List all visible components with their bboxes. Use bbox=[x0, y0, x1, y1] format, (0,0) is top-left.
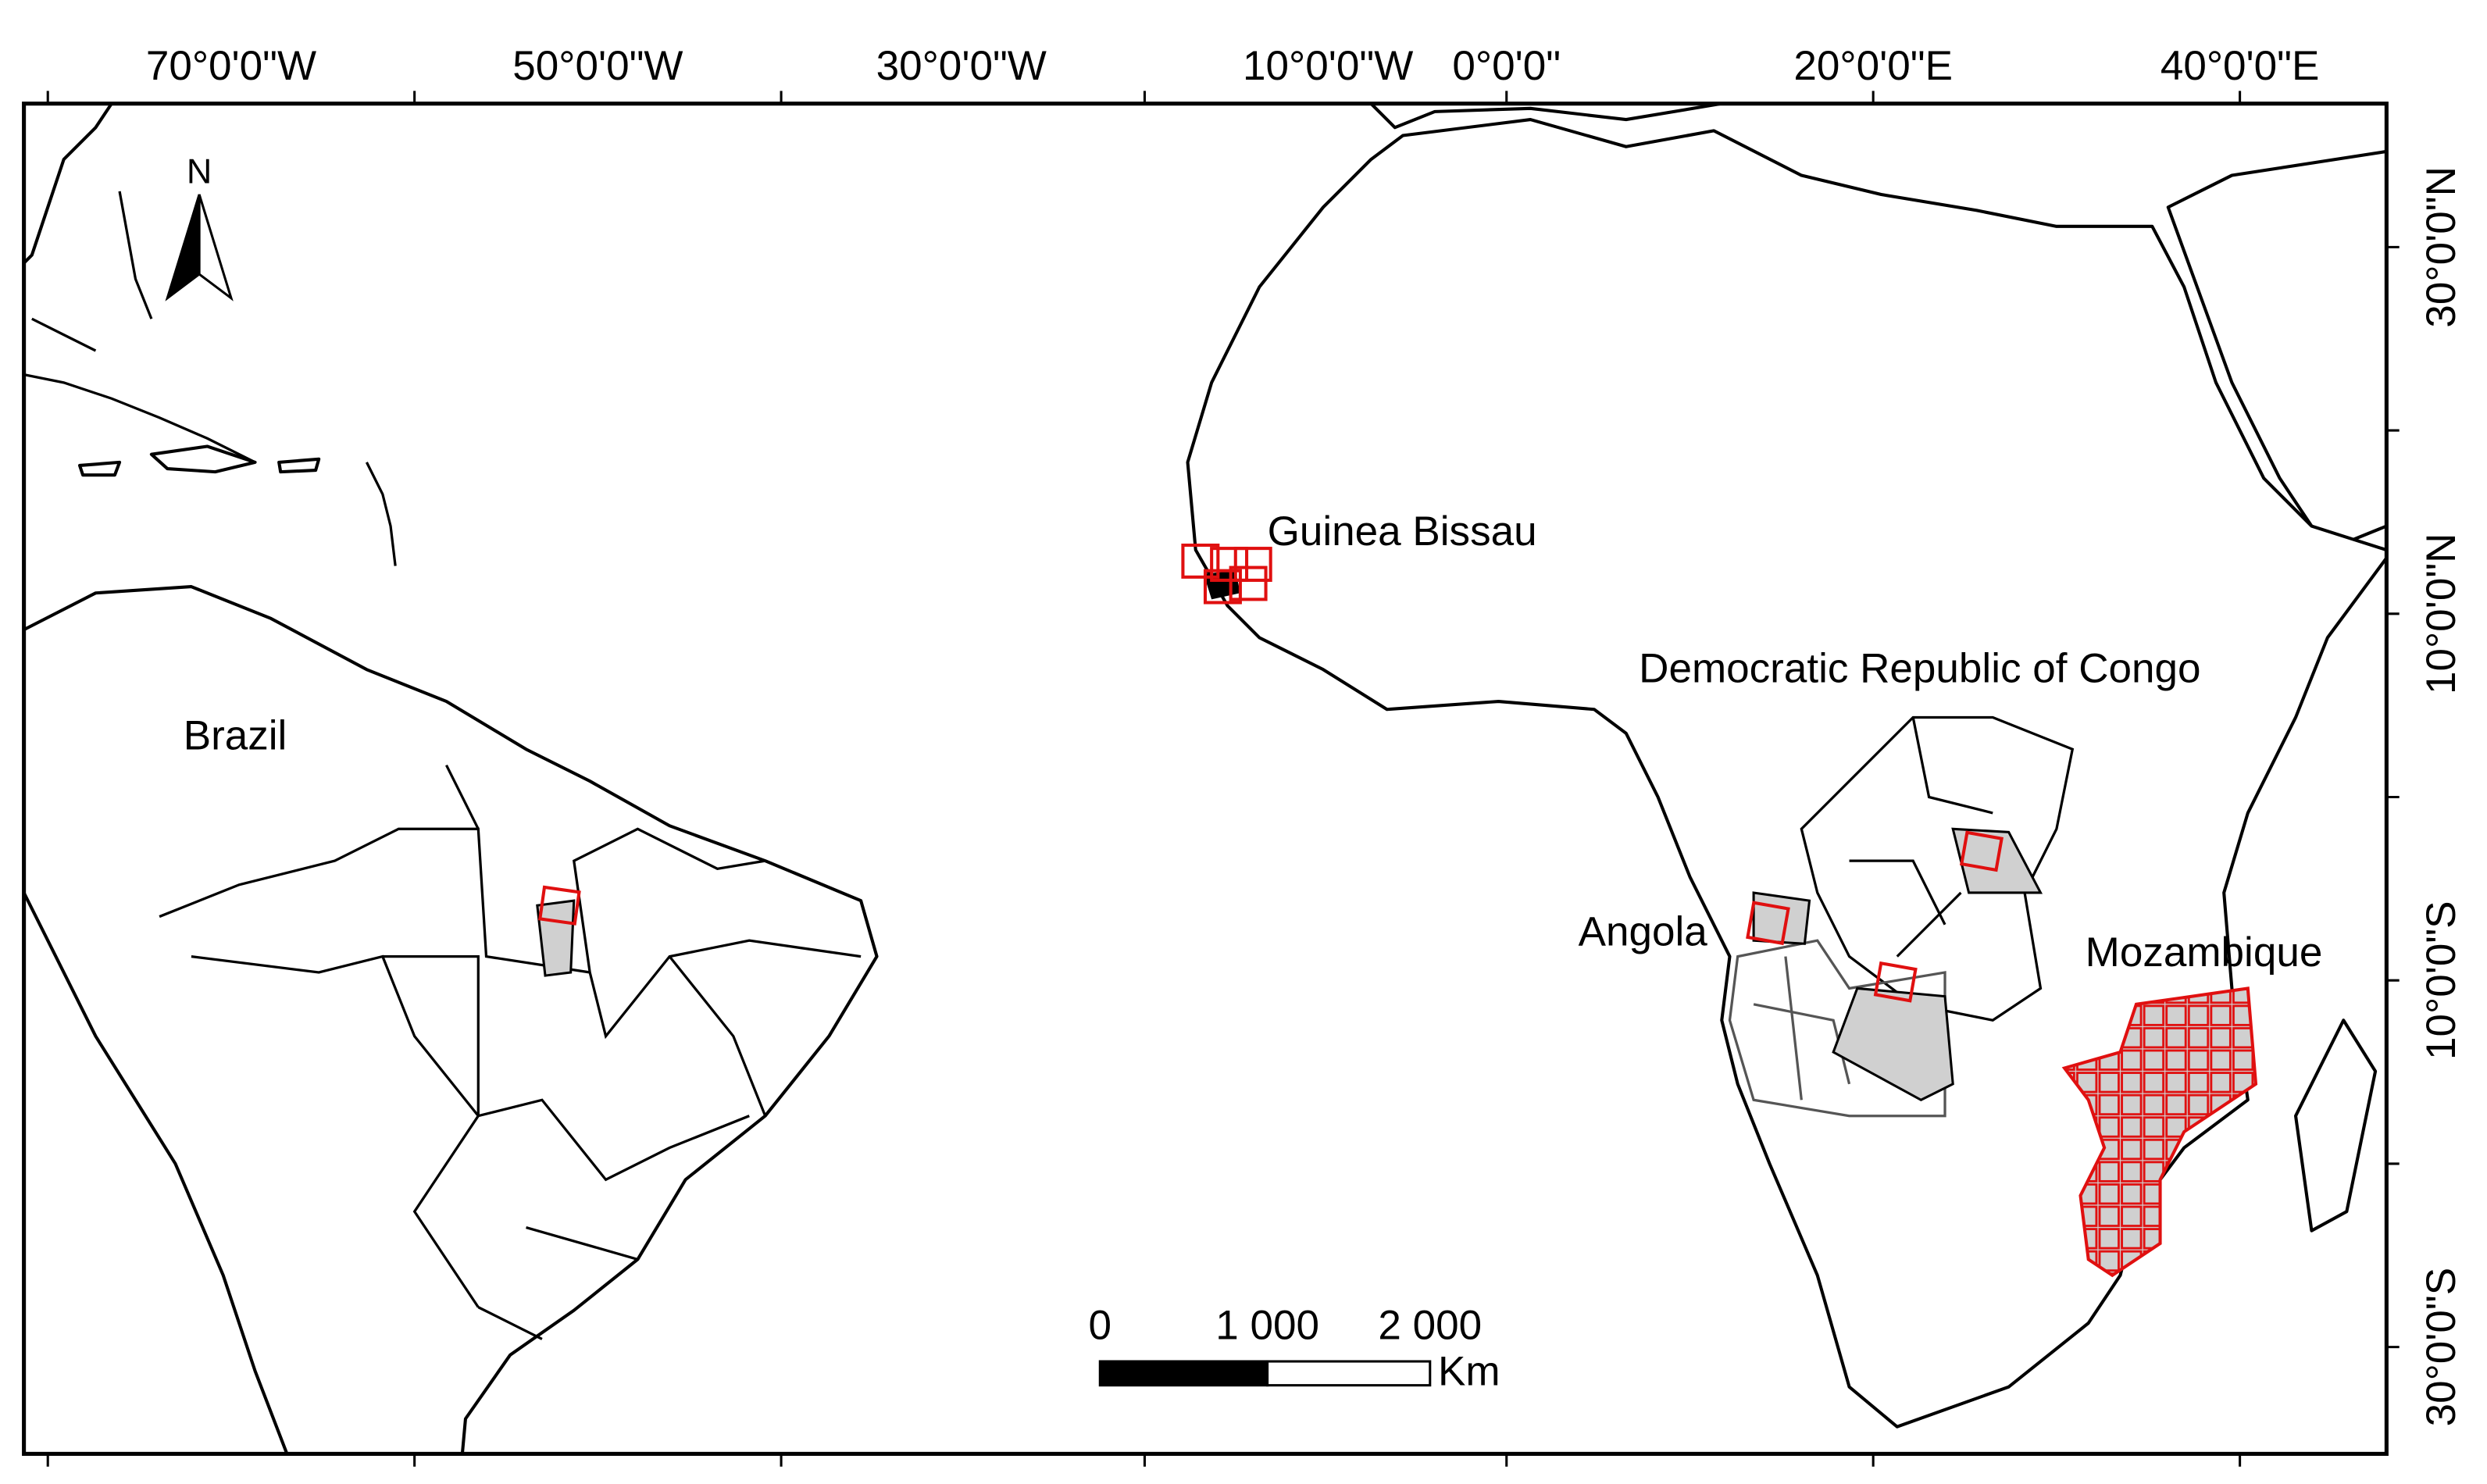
place-label: Democratic Republic of Congo bbox=[1639, 646, 2200, 692]
longitude-label: 20°0'0"E bbox=[1793, 43, 1953, 89]
sample-square bbox=[1229, 565, 1268, 601]
map-frame bbox=[22, 102, 2389, 1456]
scale-label: 2 000 bbox=[1378, 1302, 1482, 1348]
basemap bbox=[23, 103, 2387, 1454]
place-label: Guinea Bissau bbox=[1268, 508, 1537, 555]
graticule-ticks bbox=[46, 91, 2400, 1467]
longitude-label: 40°0'0"E bbox=[2161, 43, 2320, 89]
scale-bar bbox=[1266, 1360, 1432, 1387]
arabia bbox=[2166, 149, 2387, 552]
caribbean-island bbox=[277, 457, 321, 474]
selected-region bbox=[536, 899, 576, 977]
latitude-label: 30°0'0"N bbox=[2418, 166, 2464, 328]
scale-bar bbox=[1098, 1360, 1269, 1387]
latitude-label: 10°0'0"N bbox=[2418, 533, 2464, 695]
sample-square bbox=[1873, 961, 1918, 1003]
south-america bbox=[23, 585, 879, 1454]
sample-square bbox=[1959, 830, 2004, 872]
caribbean-island bbox=[149, 444, 257, 474]
map-body: 70°0'0"W 50°0'0"W 30°0'0"W 10°0'0"W 0°0'… bbox=[22, 43, 2464, 1467]
europe bbox=[1369, 103, 1724, 130]
sample-square bbox=[1203, 569, 1242, 605]
latitude-label: 10°0'0"S bbox=[2418, 901, 2464, 1060]
longitude-label: 70°0'0"W bbox=[146, 43, 316, 89]
place-label: Mozambique bbox=[2086, 929, 2323, 976]
north-arrow bbox=[165, 194, 201, 301]
place-label: Angola bbox=[1579, 908, 1708, 954]
selected-region bbox=[1832, 986, 1954, 1102]
north-america bbox=[23, 103, 113, 265]
antilles bbox=[365, 462, 397, 566]
scale-label: 1 000 bbox=[1215, 1302, 1319, 1348]
angola-provinces bbox=[1728, 939, 1946, 1118]
sample-square bbox=[1181, 543, 1220, 579]
state-borders bbox=[159, 764, 862, 1340]
scale-unit: Km bbox=[1438, 1349, 1500, 1395]
coast-line bbox=[23, 191, 256, 464]
sample-square bbox=[1233, 547, 1272, 582]
sample-square bbox=[1746, 901, 1790, 946]
longitude-label: 0°0'0" bbox=[1452, 43, 1561, 89]
latitude-label: 30°0'0"S bbox=[2418, 1268, 2464, 1427]
place-label: Brazil bbox=[184, 712, 287, 758]
longitude-label: 30°0'0"W bbox=[876, 43, 1047, 89]
north-label: N bbox=[187, 152, 212, 191]
scale-label: 0 bbox=[1089, 1302, 1112, 1348]
longitude-label: 50°0'0"W bbox=[512, 43, 683, 89]
sample-square bbox=[538, 885, 581, 926]
sample-grid bbox=[2061, 986, 2258, 1278]
north-arrow bbox=[198, 194, 234, 301]
caribbean-island bbox=[78, 460, 122, 477]
madagascar bbox=[2293, 1018, 2378, 1233]
selected-region bbox=[1752, 891, 1811, 945]
longitude-label: 10°0'0"W bbox=[1243, 43, 1413, 89]
